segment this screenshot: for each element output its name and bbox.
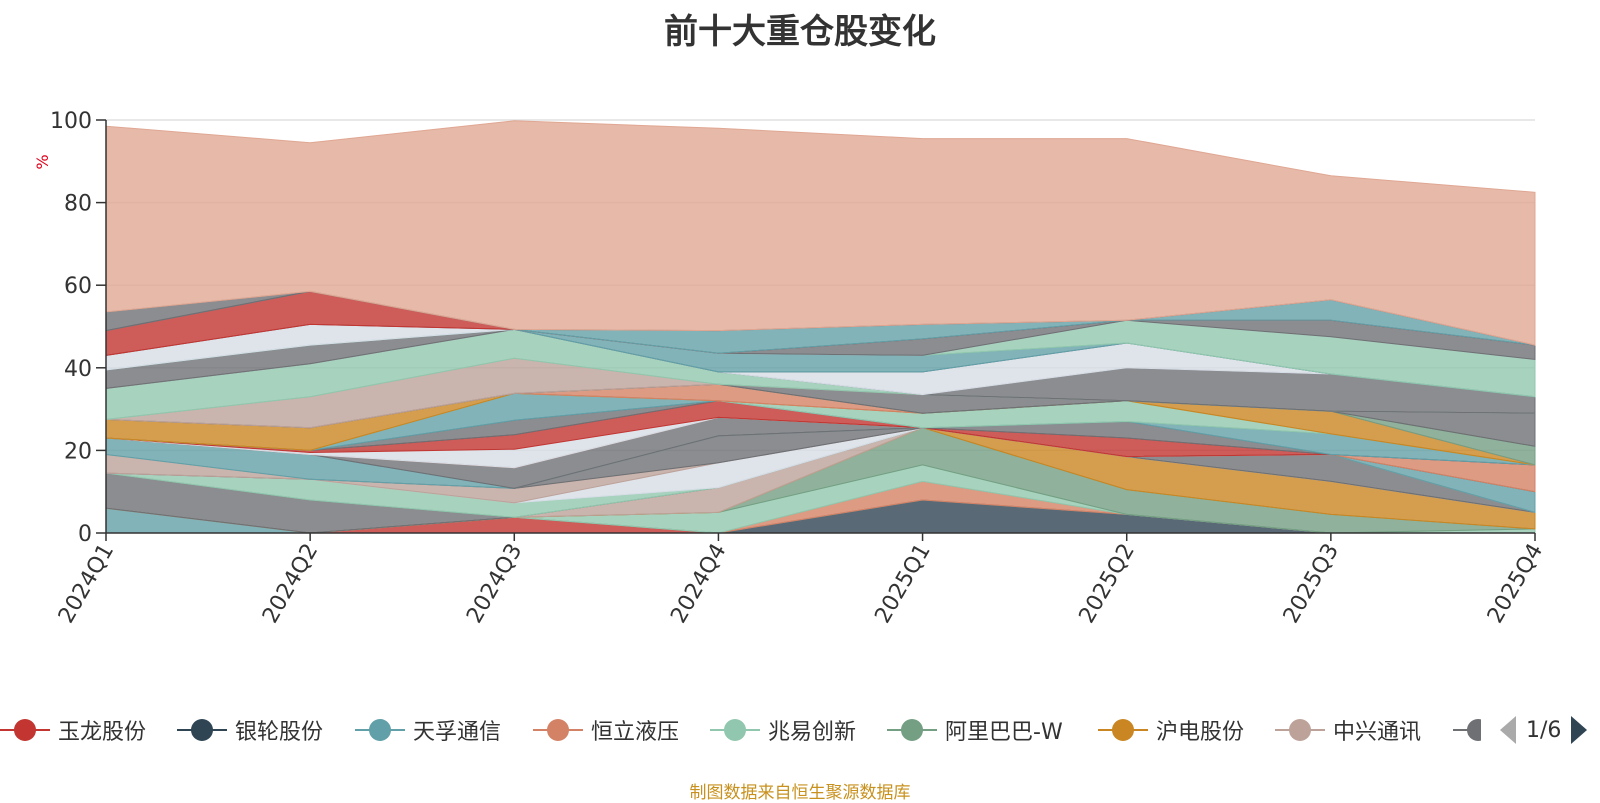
- legend-marker-icon: [355, 719, 405, 741]
- series-area-38: [105, 120, 1536, 346]
- legend-marker-icon: [1275, 719, 1325, 741]
- legend-label: 兆易创新: [768, 720, 857, 745]
- legend-marker-icon: [177, 719, 227, 741]
- legend-label: 恒立液压: [591, 720, 680, 745]
- legend-page-indicator: 1/6: [1526, 717, 1562, 743]
- legend-label: 银轮股份: [235, 720, 324, 745]
- y-tick-label: 0: [78, 522, 92, 547]
- x-tick-label: 2025Q3: [1279, 540, 1344, 628]
- y-tick-label: 20: [64, 439, 92, 464]
- x-tick-label: 2025Q2: [1075, 540, 1140, 628]
- legend-marker-icon: [0, 719, 50, 741]
- y-tick-label: 40: [64, 357, 92, 382]
- x-tick-label: 2024Q3: [462, 540, 527, 628]
- legend-item[interactable]: 玉龙股份: [0, 712, 146, 748]
- legend-item[interactable]: 银轮股份: [177, 712, 323, 748]
- y-tick-label: 100: [50, 109, 92, 134]
- legend-label: 中兴通讯: [1333, 720, 1422, 745]
- legend-marker-icon: [533, 719, 583, 741]
- legend-marker-icon: [1453, 719, 1481, 741]
- legend-item[interactable]: 阿里巴巴-W: [887, 712, 1063, 748]
- y-tick-label: 80: [64, 192, 92, 217]
- next-page-icon[interactable]: [1569, 714, 1589, 746]
- y-axis-label: %: [33, 154, 52, 169]
- x-tick-label: 2025Q1: [870, 540, 935, 628]
- legend-label: 玉龙股份: [58, 720, 147, 745]
- chart-title: 前十大重仓股变化: [664, 12, 936, 52]
- legend-label: 阿里巴巴-W: [945, 720, 1063, 745]
- legend-label: 沪电股份: [1156, 720, 1245, 745]
- x-tick-label: 2024Q2: [258, 540, 323, 628]
- x-tick-label: 2025Q4: [1483, 540, 1548, 628]
- legend: 玉龙股份 银轮股份 天孚通信 恒立液压 兆易创新 阿里巴巴-W 沪电股份 中兴通讯 1/6: [0, 712, 1600, 748]
- prev-page-icon[interactable]: [1498, 714, 1518, 746]
- source-footer: 制图数据来自恒生聚源数据库: [689, 783, 911, 803]
- legend-item[interactable]: 兆易创新: [710, 712, 856, 748]
- legend-marker-icon: [887, 719, 937, 741]
- legend-item-partial[interactable]: [1453, 712, 1481, 748]
- y-tick-label: 60: [64, 274, 92, 299]
- legend-marker-icon: [1098, 719, 1148, 741]
- legend-item[interactable]: 中兴通讯: [1275, 712, 1421, 748]
- legend-label: 天孚通信: [413, 720, 502, 745]
- x-tick-label: 2024Q1: [54, 540, 119, 628]
- legend-item[interactable]: 沪电股份: [1098, 712, 1244, 748]
- legend-pager: 1/6: [1498, 712, 1589, 748]
- legend-item[interactable]: 恒立液压: [533, 712, 679, 748]
- x-tick-label: 2024Q4: [666, 540, 731, 628]
- legend-marker-icon: [710, 719, 760, 741]
- legend-item[interactable]: 天孚通信: [355, 712, 501, 748]
- stacked-areas: [105, 120, 1536, 534]
